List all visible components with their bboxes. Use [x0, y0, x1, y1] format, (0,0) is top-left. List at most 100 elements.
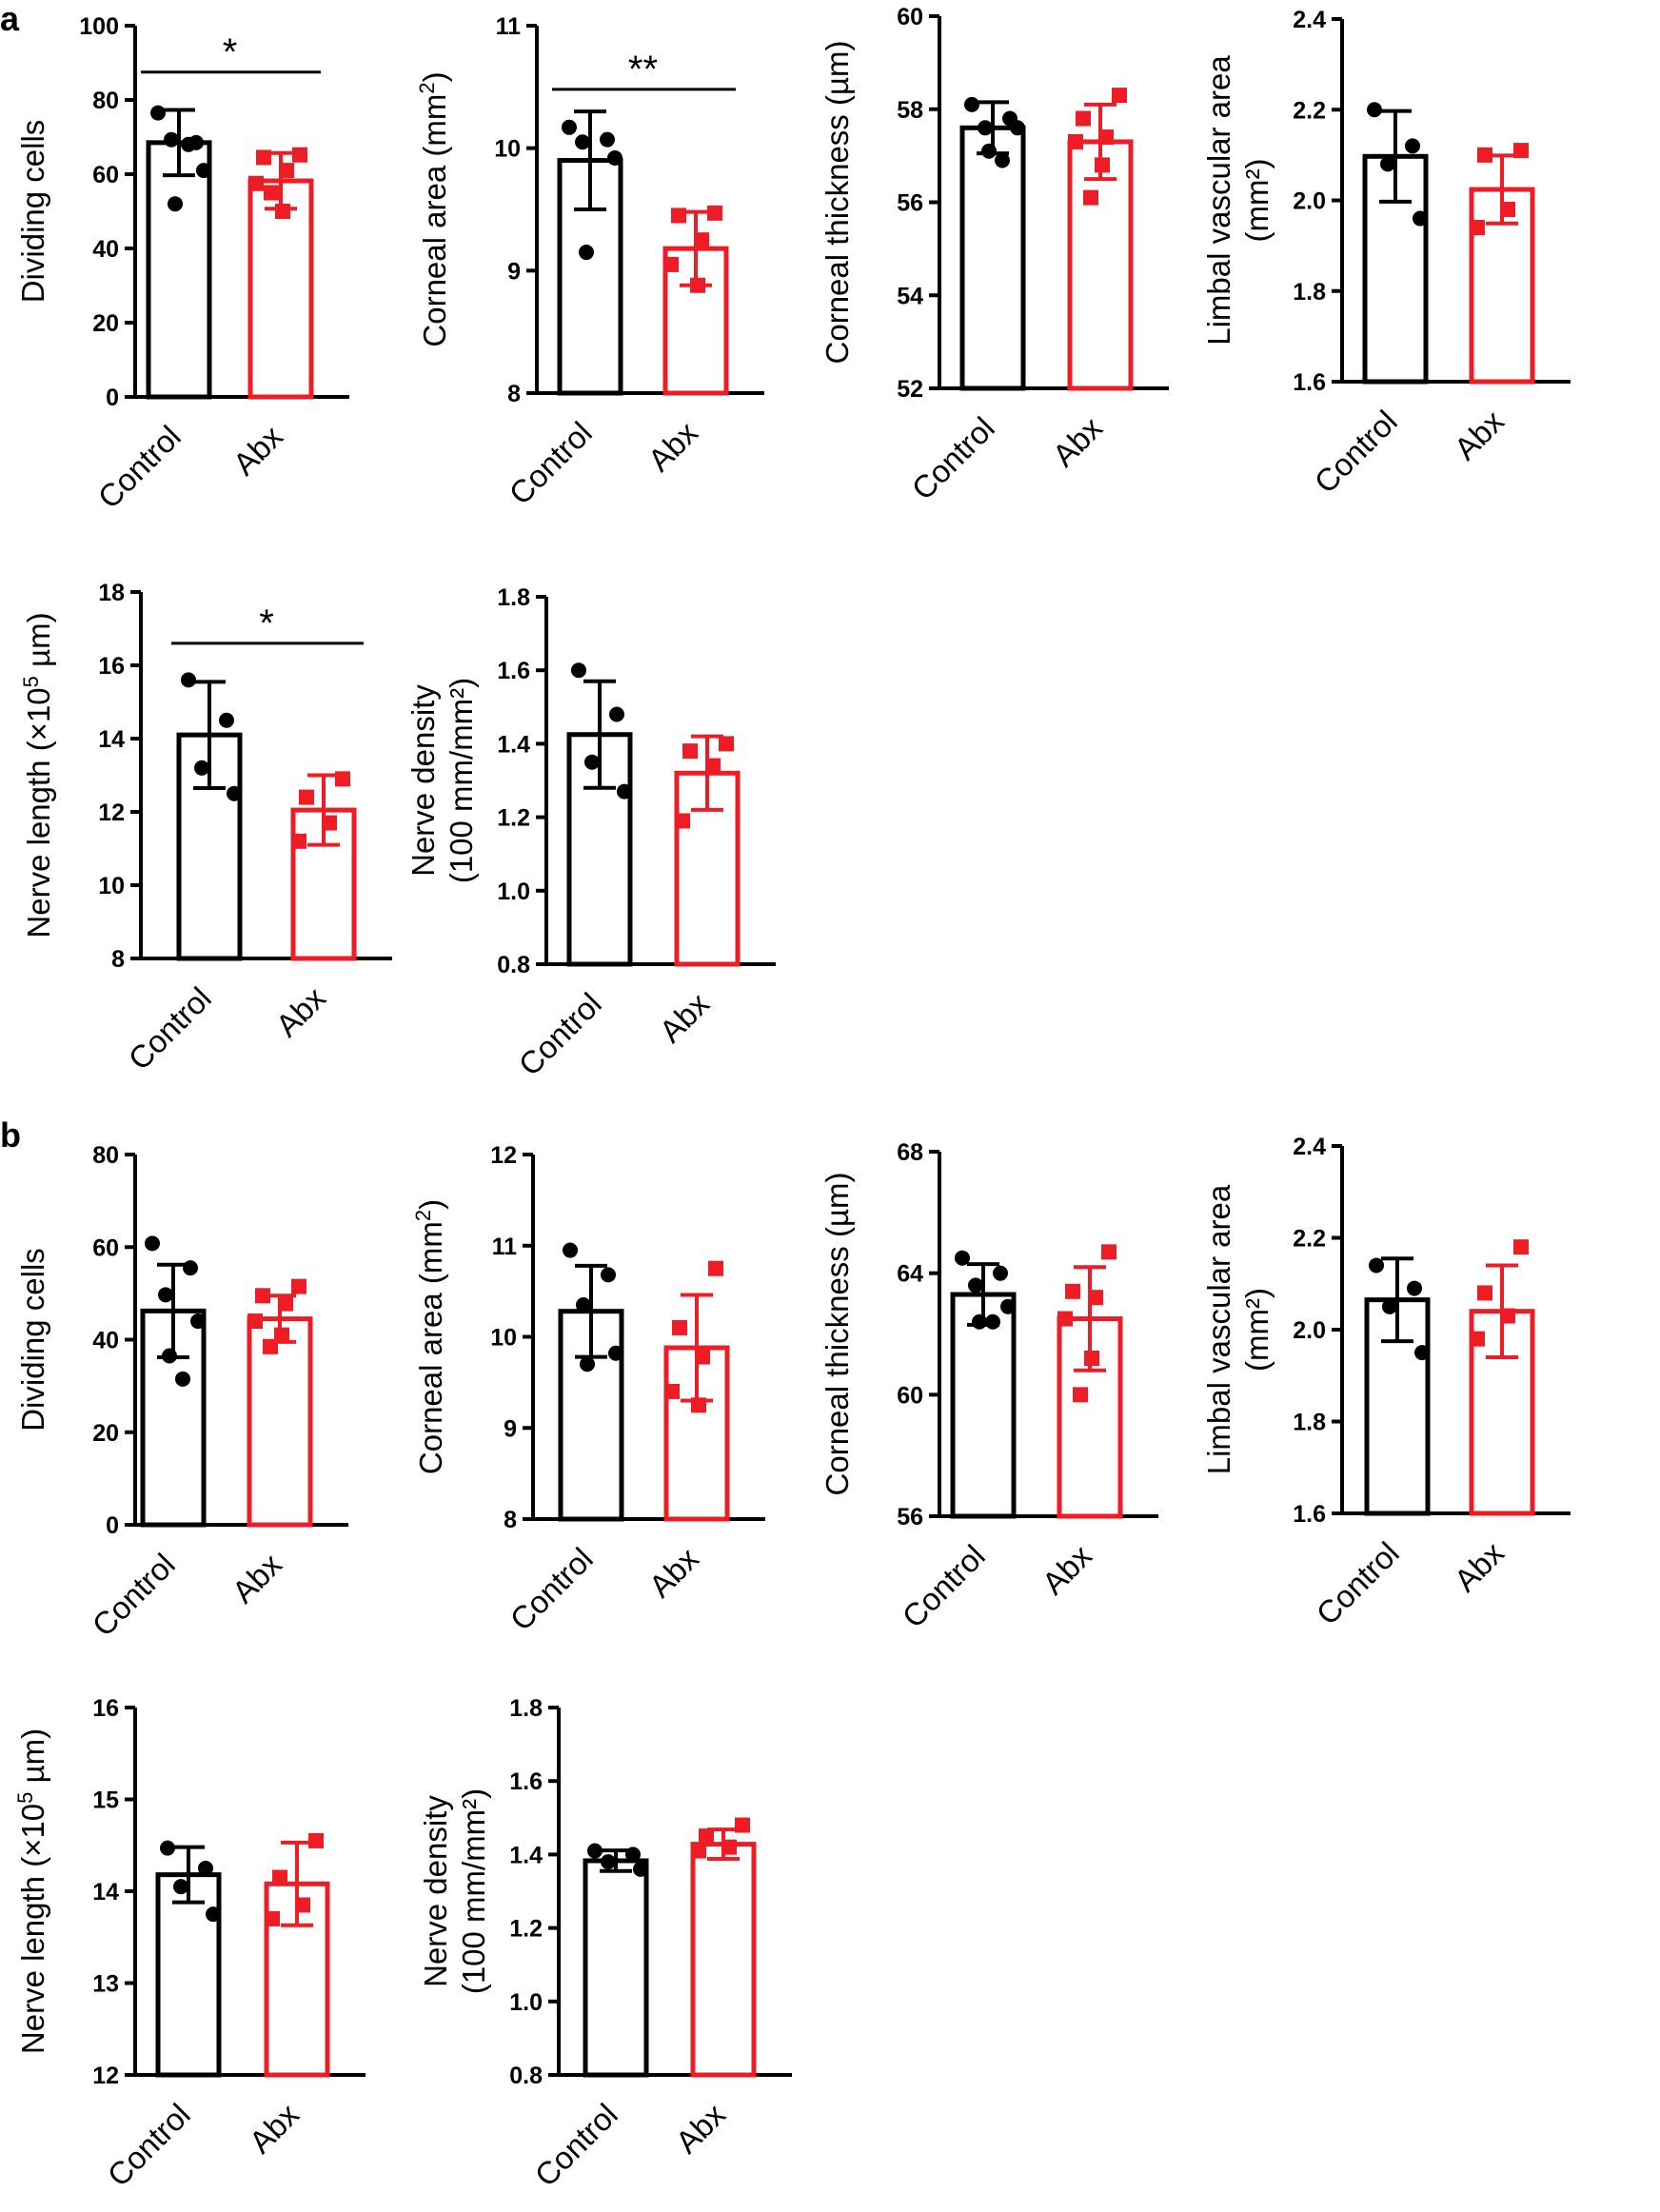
data-point-control — [1382, 1298, 1397, 1314]
data-point-control — [985, 1313, 1000, 1330]
data-point-abx — [263, 1338, 278, 1354]
data-point-abx — [291, 833, 306, 849]
data-point-control — [563, 1242, 578, 1258]
y-axis-label-suffix: ) — [417, 71, 452, 82]
y-tick-label: 40 — [92, 1328, 119, 1354]
chart-b1: 0 20 40 60 80 Dividing cells Control Abx — [15, 1142, 348, 1643]
data-point-abx — [719, 736, 734, 752]
data-point-control — [1000, 1298, 1016, 1314]
y-tick-label: 1.4 — [509, 1842, 543, 1868]
y-tick-label: 12 — [92, 2063, 119, 2089]
data-point-abx — [255, 1288, 270, 1304]
y-tick-label: 8 — [111, 946, 125, 973]
y-axis-label-units: (mm²) — [1239, 159, 1275, 243]
y-tick-label: 12 — [490, 1142, 517, 1169]
data-point-abx — [1083, 189, 1098, 206]
y-tick-label: 14 — [92, 1879, 119, 1906]
y-tick-label: 14 — [98, 726, 125, 753]
data-point-control — [575, 134, 590, 150]
y-tick-label: 60 — [897, 1382, 923, 1409]
y-tick-label: 16 — [98, 653, 125, 680]
data-point-control — [168, 196, 183, 212]
significance-stars: ** — [628, 49, 658, 90]
data-point-control — [609, 706, 624, 722]
y-axis-label: Dividing cells — [15, 120, 50, 304]
data-point-control — [175, 1371, 190, 1387]
data-point-abx — [682, 743, 698, 760]
x-category-label-control: Control — [905, 410, 1001, 506]
data-point-control — [993, 1265, 1008, 1281]
data-point-abx — [1470, 220, 1485, 236]
significance-stars: * — [259, 602, 274, 644]
x-category-label-control: Control — [896, 1538, 992, 1634]
data-point-control — [562, 119, 577, 135]
x-category-label-abx: Abx — [653, 985, 717, 1049]
y-tick-label: 8 — [504, 1507, 517, 1533]
data-point-abx — [1477, 147, 1492, 163]
data-point-abx — [265, 1910, 280, 1926]
x-category-label-control: Control — [101, 2097, 197, 2193]
data-point-control — [198, 1860, 213, 1876]
y-tick-label: 18 — [98, 580, 125, 606]
data-point-abx — [1500, 202, 1515, 218]
y-tick-label: 1.8 — [497, 584, 530, 611]
data-point-abx — [691, 1843, 706, 1859]
data-point-control — [206, 1906, 221, 1923]
data-point-abx — [707, 205, 722, 221]
data-point-abx — [279, 163, 294, 179]
data-point-abx — [299, 789, 314, 805]
data-point-abx — [735, 1817, 750, 1833]
x-category-label-abx: Abx — [226, 1546, 289, 1610]
data-point-abx — [247, 1313, 263, 1330]
y-tick-label: 60 — [897, 4, 923, 30]
data-point-control — [162, 1348, 177, 1364]
chart-b5: 12 13 14 15 16 Nerve length (×105 µm) Control A… — [13, 1695, 366, 2193]
panel-label-a: a — [0, 0, 20, 38]
data-point-control — [981, 143, 997, 159]
data-point-abx — [278, 1295, 293, 1312]
data-point-control — [964, 96, 979, 112]
data-point-abx — [1084, 1351, 1099, 1367]
data-point-control — [617, 783, 632, 800]
x-category-label-control: Control — [1310, 1535, 1406, 1631]
data-point-control — [978, 120, 993, 136]
data-point-control — [1010, 120, 1025, 136]
data-point-control — [600, 131, 615, 148]
data-point-abx — [1500, 1308, 1515, 1324]
chart-b3: 56 60 64 68 Corneal thickness (µm) Control Abx — [820, 1139, 1158, 1634]
data-point-abx — [1057, 1311, 1073, 1327]
data-point-control — [160, 1840, 175, 1856]
y-tick-label: 56 — [897, 190, 923, 217]
data-point-abx — [1088, 1290, 1103, 1306]
y-axis-label: Limbal vascular area — [1201, 1184, 1236, 1474]
data-point-control — [1413, 210, 1428, 227]
y-axis-label-suffix: µm) — [21, 612, 56, 676]
data-point-abx — [335, 771, 350, 787]
data-point-abx — [663, 256, 679, 272]
y-tick-label: 60 — [92, 162, 119, 188]
y-axis-label: Corneal area (mm2) — [411, 1199, 448, 1474]
data-point-control — [579, 245, 594, 261]
y-tick-label: 80 — [92, 88, 119, 114]
data-point-control — [968, 1277, 983, 1294]
y-axis-label-units: (mm²) — [1239, 1288, 1275, 1372]
data-point-control — [145, 1235, 160, 1252]
y-axis-label-superscript: 2 — [411, 1210, 435, 1221]
bar-control — [155, 1872, 222, 2078]
x-category-label-abx: Abx — [227, 418, 290, 482]
chart-a1: 0 20 40 60 80 100 Dividing cells Control Abx * — [15, 13, 349, 515]
y-tick-label: 1.4 — [497, 731, 530, 758]
data-point-control — [608, 1345, 623, 1361]
data-point-control — [183, 1260, 198, 1276]
data-point-abx — [695, 1349, 710, 1365]
data-point-abx — [675, 813, 690, 829]
y-tick-label: 80 — [92, 1142, 119, 1169]
data-point-abx — [1101, 1244, 1117, 1260]
data-point-abx — [694, 232, 709, 248]
significance-stars: * — [223, 31, 238, 73]
data-point-abx — [699, 1828, 714, 1845]
y-tick-label: 9 — [507, 258, 521, 285]
y-tick-label: 13 — [92, 1971, 119, 1998]
